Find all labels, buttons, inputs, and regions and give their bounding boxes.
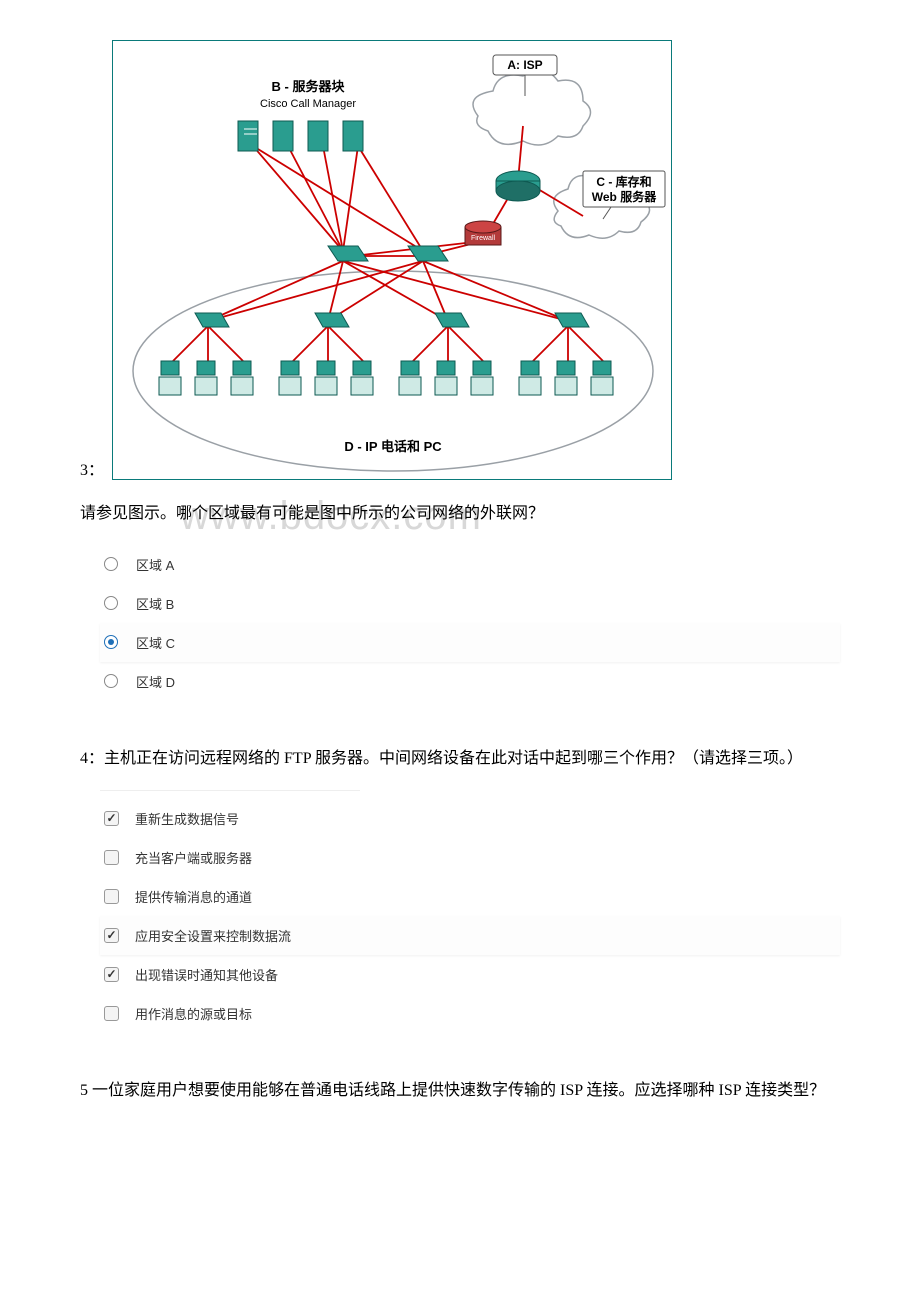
checkbox-icon bbox=[104, 850, 119, 865]
q5-prefix: 5 bbox=[80, 1082, 88, 1099]
option-label: 提供传输消息的通道 bbox=[135, 887, 252, 906]
option-label: 重新生成数据信号 bbox=[135, 809, 239, 828]
q4-option-4[interactable]: 应用安全设置来控制数据流 bbox=[100, 916, 840, 955]
label-c1: C - 库存和 bbox=[596, 174, 651, 189]
label-c2: Web 服务器 bbox=[592, 189, 657, 204]
label-d: D - IP 电话和 PC bbox=[344, 439, 442, 454]
checkbox-icon bbox=[104, 811, 119, 826]
q4-text: 4：主机正在访问远程网络的 FTP 服务器。中间网络设备在此对话中起到哪三个作用… bbox=[80, 745, 840, 774]
q4-options: 重新生成数据信号 充当客户端或服务器 提供传输消息的通道 应用安全设置来控制数据… bbox=[100, 799, 840, 1033]
checkbox-icon bbox=[104, 967, 119, 982]
q3-number: 3： bbox=[80, 456, 104, 480]
q3-text: 请参见图示。哪个区域最有可能是图中所示的公司网络的外联网？ bbox=[80, 500, 840, 529]
radio-icon bbox=[104, 596, 118, 610]
option-label: 区域 B bbox=[136, 594, 174, 613]
q3-option-c[interactable]: 区域 C bbox=[100, 623, 840, 662]
q5-text: 5 一位家庭用户想要使用能够在普通电话线路上提供快速数字传输的 ISP 连接。应… bbox=[80, 1077, 840, 1106]
network-diagram: Firewall bbox=[112, 40, 672, 480]
firewall-label: Firewall bbox=[471, 235, 496, 242]
option-label: 出现错误时通知其他设备 bbox=[135, 965, 278, 984]
q4-option-3[interactable]: 提供传输消息的通道 bbox=[100, 877, 840, 916]
q4-prefix: 4： bbox=[80, 750, 104, 767]
option-label: 充当客户端或服务器 bbox=[135, 848, 252, 867]
q4-option-2[interactable]: 充当客户端或服务器 bbox=[100, 838, 840, 877]
q4-option-1[interactable]: 重新生成数据信号 bbox=[100, 799, 840, 838]
label-a: A: ISP bbox=[507, 58, 542, 72]
radio-icon bbox=[104, 635, 118, 649]
q4-body: 主机正在访问远程网络的 FTP 服务器。中间网络设备在此对话中起到哪三个作用？（… bbox=[104, 750, 803, 767]
checkbox-icon bbox=[104, 889, 119, 904]
q5-body: 一位家庭用户想要使用能够在普通电话线路上提供快速数字传输的 ISP 连接。应选择… bbox=[92, 1082, 825, 1099]
label-b1: B - 服务器块 bbox=[272, 79, 346, 94]
option-label: 应用安全设置来控制数据流 bbox=[135, 926, 291, 945]
checkbox-icon bbox=[104, 1006, 119, 1021]
q3-options: 区域 A 区域 B 区域 C 区域 D bbox=[100, 545, 840, 701]
option-label: 区域 C bbox=[136, 633, 175, 652]
q4-option-6[interactable]: 用作消息的源或目标 bbox=[100, 994, 840, 1033]
option-label: 区域 D bbox=[136, 672, 175, 691]
q4-option-5[interactable]: 出现错误时通知其他设备 bbox=[100, 955, 840, 994]
option-label: 用作消息的源或目标 bbox=[135, 1004, 252, 1023]
label-b2: Cisco Call Manager bbox=[260, 98, 356, 110]
option-label: 区域 A bbox=[136, 555, 174, 574]
q3-option-a[interactable]: 区域 A bbox=[100, 545, 840, 584]
q3-option-b[interactable]: 区域 B bbox=[100, 584, 840, 623]
q3-option-d[interactable]: 区域 D bbox=[100, 662, 840, 701]
checkbox-icon bbox=[104, 928, 119, 943]
divider bbox=[100, 790, 360, 791]
radio-icon bbox=[104, 674, 118, 688]
radio-icon bbox=[104, 557, 118, 571]
